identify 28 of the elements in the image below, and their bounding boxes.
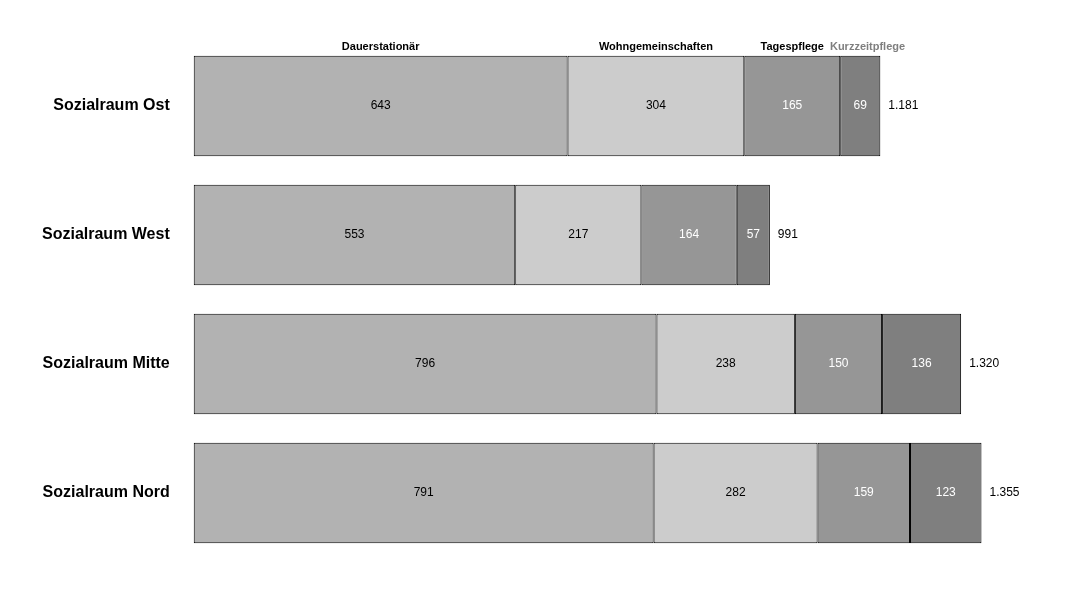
data-label: 282 [725, 485, 746, 500]
data-label: 165 [782, 98, 803, 113]
data-label: 304 [645, 98, 667, 113]
data-label: 643 [370, 98, 391, 113]
y-tick-label: Sozialraum Mitte [42, 354, 170, 372]
total-label: 1.355 [989, 485, 1020, 500]
series-label: Wohngemeinschaften [598, 39, 714, 52]
series-label: Kurzzeitpflege [829, 39, 906, 52]
series-label: Tagespflege [760, 39, 824, 52]
data-label: 159 [853, 485, 875, 500]
data-label: 69 [853, 98, 868, 113]
total-label: 991 [777, 227, 799, 242]
y-tick-label: Sozialraum Nord [42, 483, 170, 501]
data-label: 150 [828, 356, 849, 371]
data-label: 136 [911, 356, 932, 371]
data-label: 123 [935, 485, 957, 500]
data-label: 791 [413, 485, 434, 500]
data-label: 553 [344, 227, 365, 242]
series-label: Dauerstationär [341, 39, 421, 52]
y-tick-label: Sozialraum West [41, 225, 171, 243]
y-tick-label: Sozialraum Ost [53, 96, 171, 114]
total-label: 1.320 [969, 356, 1000, 371]
total-label: 1.181 [888, 98, 919, 113]
data-label: 238 [715, 356, 737, 371]
data-label: 796 [415, 356, 436, 371]
data-label: 217 [568, 227, 589, 242]
data-label: 164 [679, 227, 700, 242]
data-label: 57 [746, 227, 761, 242]
